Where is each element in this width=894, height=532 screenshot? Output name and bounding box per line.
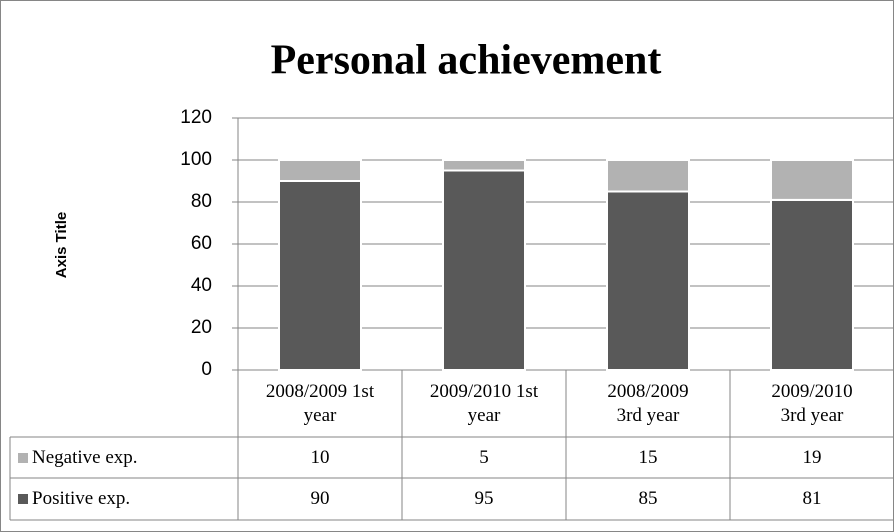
table-value: 95 <box>474 488 494 509</box>
legend-label: Negative exp. <box>32 446 138 468</box>
category-label: 2008/2009 1st year <box>265 380 375 426</box>
table-value: 81 <box>802 488 822 509</box>
bar-segment <box>278 159 362 182</box>
bar-segment <box>606 190 690 371</box>
y-tick-label: 40 <box>191 275 212 296</box>
table-value: 10 <box>310 446 330 468</box>
chart-title: Personal achievement <box>271 38 662 84</box>
table-value: 90 <box>310 488 330 509</box>
legend-swatch <box>18 452 28 463</box>
bar-segment <box>442 169 526 371</box>
bar-segment <box>770 198 854 371</box>
bar-segment <box>442 159 526 172</box>
table-value: 85 <box>638 488 658 509</box>
y-tick-label: 20 <box>191 317 212 338</box>
bar-segment <box>770 159 854 201</box>
category-label: 2009/2010 3rd year <box>771 380 853 426</box>
legend-entry: Negative exp. <box>10 437 238 478</box>
bar-segment <box>606 159 690 193</box>
y-tick-label: 100 <box>180 149 212 170</box>
y-tick-label: 120 <box>180 107 212 128</box>
category-label: 2009/2010 1st year <box>429 380 539 426</box>
y-tick-label: 60 <box>191 233 212 254</box>
legend-label: Positive exp. <box>32 488 131 509</box>
y-axis-title: Axis Title <box>53 212 70 278</box>
table-value: 15 <box>638 446 658 468</box>
legend-entry: Positive exp. <box>10 478 238 520</box>
category-label: 2008/2009 3rd year <box>607 380 689 426</box>
table-value: 19 <box>802 446 822 468</box>
y-tick-label: 80 <box>191 191 212 212</box>
legend-swatch <box>18 494 28 504</box>
bar-segment <box>278 180 362 371</box>
y-tick-label: 0 <box>201 359 212 380</box>
table-value: 5 <box>479 446 489 468</box>
